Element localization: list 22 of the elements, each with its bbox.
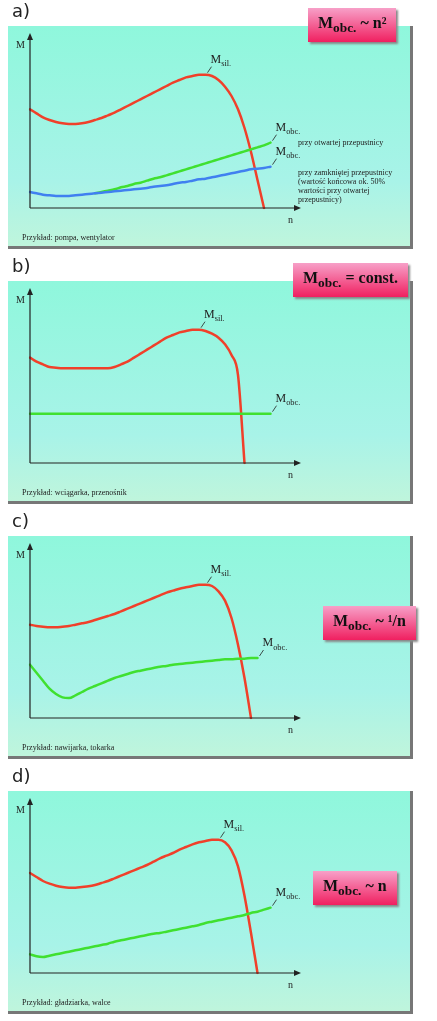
text: Przykład: pompa, wentylator <box>22 233 115 242</box>
chart-title: a) <box>12 0 31 21</box>
y-axis-title: M <box>16 804 25 815</box>
chart-title: d) <box>12 765 31 786</box>
x-axis-title: n <box>288 214 293 225</box>
text: Przykład: nawijarka, tokarka <box>22 743 115 752</box>
text: przy zamkniętej przepustnicy (wartość końcowa ok. 50% wartości przy otwartej przepustnicy) <box>298 168 394 204</box>
x-axis-title: n <box>288 469 293 480</box>
text: przy otwartej przepustnicy <box>298 138 385 147</box>
x-axis-title: n <box>288 724 293 735</box>
text: M$_{obc.}$ = const. <box>293 263 409 298</box>
x-axis-title: n <box>288 979 293 990</box>
text: Przykład: wciągarka, przenośnik <box>22 488 127 497</box>
text: M$_{obc.}$ ~ ¹/n <box>323 606 416 641</box>
chart-title: c) <box>12 510 29 531</box>
y-axis-title: M <box>16 294 25 305</box>
text: M$_{obc.}$ ~ n² <box>308 8 397 43</box>
text: M$_{obc.}$ ~ n <box>313 871 397 906</box>
text: Przykład: gładziarka, walce <box>22 998 111 1007</box>
y-axis-title: M <box>16 39 25 50</box>
chart-title: b) <box>12 255 31 276</box>
y-axis-title: M <box>16 549 25 560</box>
